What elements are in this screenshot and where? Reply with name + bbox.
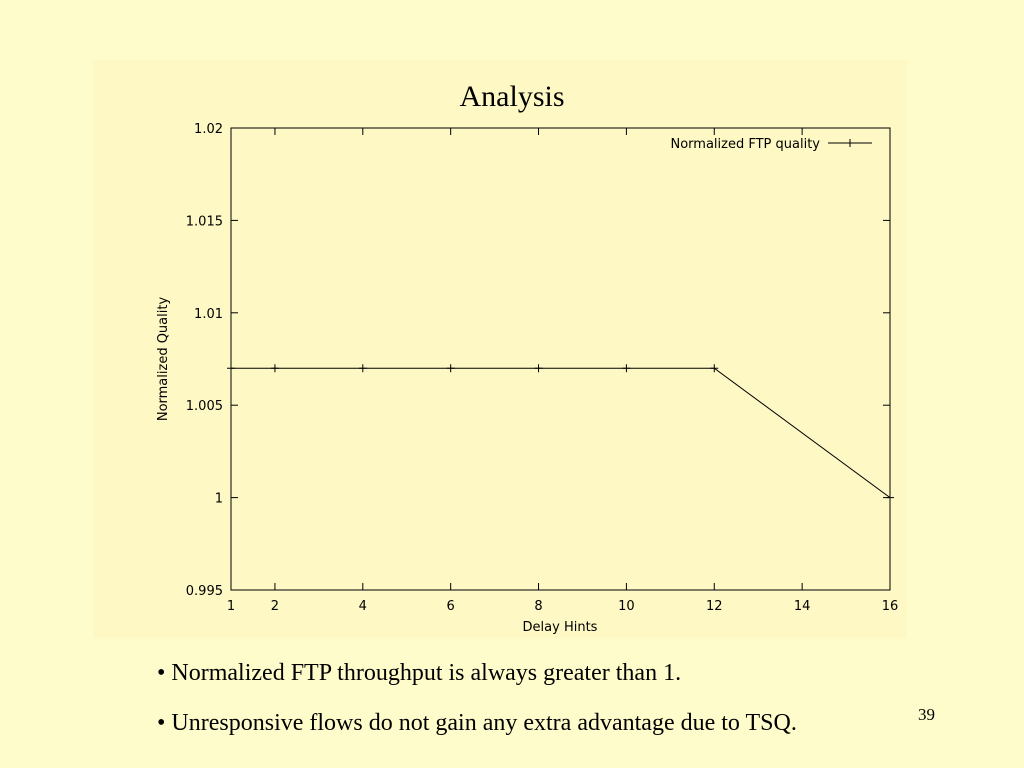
series-line <box>231 367 891 499</box>
y-tick-label: 1.015 <box>186 214 223 229</box>
bullet-list: • Normalized FTP throughput is always gre… <box>157 655 797 755</box>
bullet-text: Normalized FTP throughput is always grea… <box>171 660 682 686</box>
line-chart: Analysis 1 2 4 6 8 10 12 14 160.99511.0051.011.0… <box>156 80 899 635</box>
data-point <box>710 364 719 373</box>
x-tick-label: 6 <box>447 599 455 614</box>
bullet-item: • Unresponsive flows do not gain any extr… <box>157 705 797 755</box>
bullet-item: • Normalized FTP throughput is always gre… <box>157 655 797 705</box>
x-tick-label: 14 <box>794 599 811 614</box>
bullet-text: Unresponsive flows do not gain any extra… <box>171 710 797 736</box>
y-tick-label: 1.01 <box>194 307 223 322</box>
data-point <box>446 364 455 373</box>
y-tick-label: 1.02 <box>194 122 223 137</box>
data-point <box>227 364 235 373</box>
plot-frame <box>230 127 891 591</box>
y-tick-label: 0.995 <box>186 584 223 599</box>
y-tick-label: 1 <box>215 492 223 507</box>
chart-figure: Analysis 1 2 4 6 8 10 12 14 16 0.995 1 1.005 1.01 1.0… <box>93 60 907 638</box>
legend-label: Normalized FTP quality <box>671 137 821 152</box>
x-tick-label: 4 <box>359 599 367 614</box>
x-axis-label: Delay Hints <box>523 620 598 635</box>
page-number: 39 <box>918 705 935 724</box>
x-tick-label: 8 <box>534 599 542 614</box>
x-tick-label: 10 <box>618 599 635 614</box>
y-tick-label: 1.005 <box>186 399 223 414</box>
x-tick-label: 12 <box>706 599 723 614</box>
bullet-marker: • <box>157 710 166 736</box>
data-point <box>358 364 367 373</box>
y-axis-label: Normalized Quality <box>156 297 171 422</box>
x-tick-label: 2 <box>271 599 279 614</box>
data-point <box>886 493 894 502</box>
x-tick-label: 16 <box>882 599 899 614</box>
data-point <box>622 364 631 373</box>
data-point <box>534 364 543 373</box>
data-point <box>270 364 279 373</box>
chart-title: Analysis <box>460 80 565 113</box>
x-tick-label: 1 <box>227 599 235 614</box>
bullet-marker: • <box>157 660 166 686</box>
